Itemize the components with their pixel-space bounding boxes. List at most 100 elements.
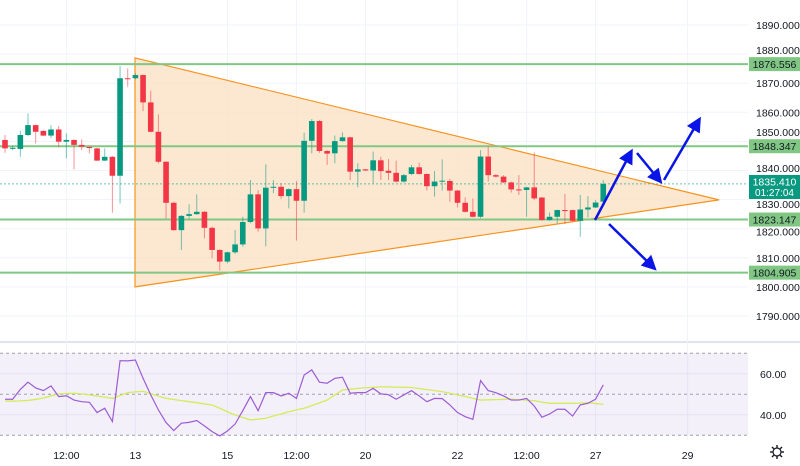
candle-body [454,190,461,203]
rsi-tick-label: 60.00 [760,369,786,381]
price-tick-label: 1850.000 [756,127,800,139]
candle-body [255,194,261,229]
triangle-pattern[interactable] [134,57,720,288]
rsi-line [5,359,604,437]
candle [117,66,123,204]
horizontal-levels[interactable] [0,63,748,274]
candle [247,180,254,224]
candle-body [485,156,492,176]
candle [569,209,576,222]
level-label-badge [749,139,800,154]
candle-body [324,151,330,154]
candle [239,216,246,247]
candle-body [332,141,338,154]
candle-body [17,134,24,149]
time-axis[interactable]: 12:00 13 15 12:00 20 22 12:00 27 29 [53,450,693,462]
candle-body [63,139,70,142]
projection-arrows[interactable] [593,116,701,271]
arrow-icon [593,148,633,221]
candle [293,180,300,241]
candle-body [201,211,208,228]
bar-countdown: 01:27:04 [755,188,794,199]
time-tick-label: 27 [590,450,602,462]
gear-icon[interactable] [770,445,784,459]
candle [485,146,492,182]
candle [339,132,346,142]
candle [193,194,200,216]
candle-body [216,249,223,262]
candle-body [285,189,292,197]
candle-body [355,169,361,172]
candle-body [385,170,392,173]
candle [63,133,70,159]
candle-body [508,182,515,190]
candle [424,173,430,191]
candle [554,209,561,224]
current-price-value: 1835.410 [753,177,797,189]
candle [163,161,169,219]
price-tick-label: 1810.000 [756,253,800,265]
candle-body [562,210,568,212]
level-label: 1804.905 [753,268,797,280]
price-tick-label: 1820.000 [756,227,800,239]
rsi-tick-label: 40.00 [760,410,786,422]
candle [32,124,39,144]
candle-body [523,187,530,190]
candle [147,90,154,133]
candle-body [546,216,553,220]
candle-body [48,129,54,136]
candle [431,171,438,197]
candle [516,175,522,195]
candle-body [362,169,369,171]
candle-body [493,175,499,177]
candle-body [431,181,438,187]
candle-body [78,144,85,147]
candle-body [416,167,422,174]
candle [94,147,100,161]
triangle-shape [134,57,720,288]
candle [477,150,484,219]
price-tick-label: 1880.000 [756,45,800,57]
candle [416,162,422,175]
price-axis[interactable]: 1790.000 1800.000 1810.000 1820.000 1830.000… [756,20,800,422]
candle-body [539,197,545,220]
rsi-ma-line [5,386,604,421]
candle-body [316,121,323,152]
candle [447,178,453,202]
candle-body [186,214,192,216]
candle [324,150,330,165]
rsi-pane [0,352,748,437]
candle [378,156,384,181]
time-tick-label: 22 [452,450,464,462]
candle-body [232,244,238,253]
candle-body [140,75,146,103]
candle-body [424,173,430,187]
candle [531,152,538,201]
candle [55,125,62,148]
candle [255,189,261,232]
candle-body [569,210,576,221]
candle-body [25,125,31,135]
candle-body [554,210,561,217]
time-tick-label: 29 [682,450,694,462]
candle-body [516,189,522,191]
candle [132,73,139,80]
candle-body [500,176,507,183]
candle-body [339,137,346,142]
candle [17,130,24,157]
candle-body [393,172,399,182]
candle [462,197,468,213]
candle [585,196,591,218]
candle [9,145,16,151]
time-tick-label: 12:00 [283,450,309,462]
candle [355,163,361,188]
candle [201,210,208,239]
candle [170,201,177,231]
candle [577,194,584,237]
level-label: 1876.556 [753,59,797,71]
candle [539,196,545,221]
candle [78,139,85,151]
candle-body [462,202,468,212]
candle [209,226,215,259]
